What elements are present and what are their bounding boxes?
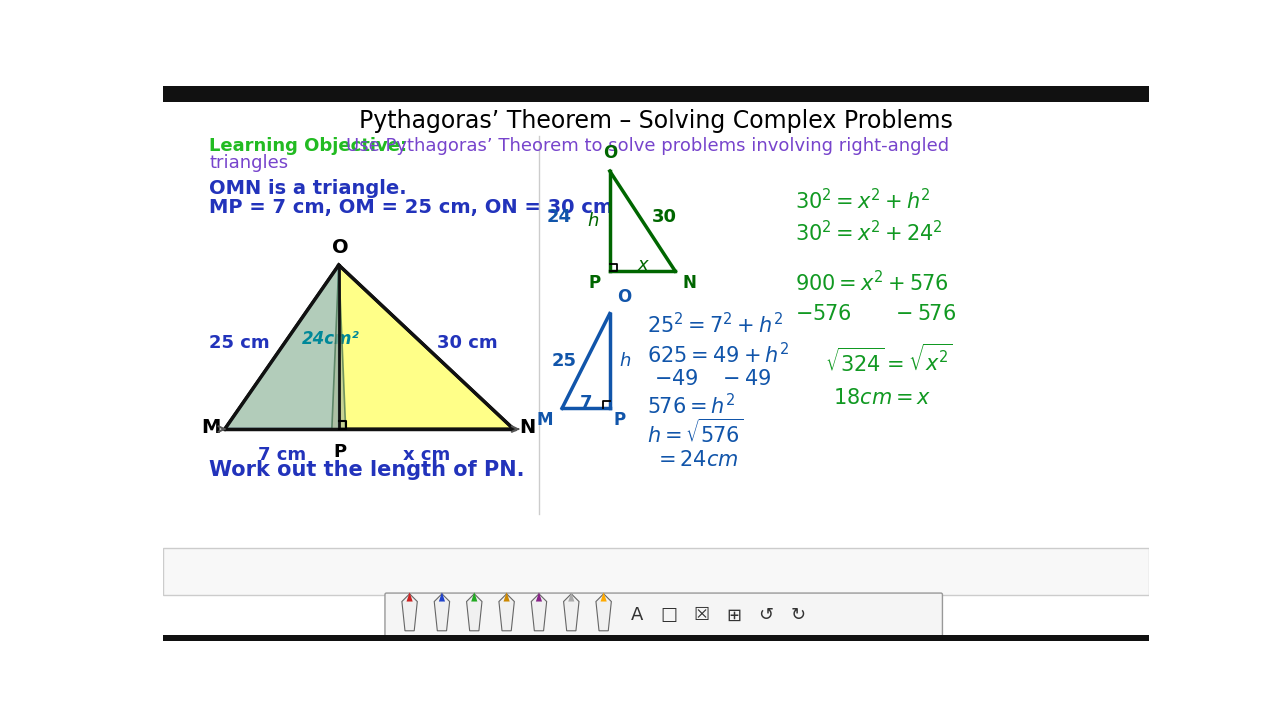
Text: 7: 7 xyxy=(580,395,593,413)
Text: triangles: triangles xyxy=(210,154,288,172)
Text: $h = \sqrt{576}$: $h = \sqrt{576}$ xyxy=(646,419,744,447)
Text: $-49 \quad -49$: $-49 \quad -49$ xyxy=(654,369,772,389)
Text: ↻: ↻ xyxy=(791,606,806,624)
Text: OMN is a triangle.: OMN is a triangle. xyxy=(210,179,407,197)
Polygon shape xyxy=(402,594,417,631)
Text: M: M xyxy=(201,418,220,437)
Text: N: N xyxy=(684,274,696,292)
Text: $30^2 = x^2 + 24^2$: $30^2 = x^2 + 24^2$ xyxy=(795,220,942,246)
Text: M: M xyxy=(536,411,553,429)
FancyBboxPatch shape xyxy=(385,593,942,639)
Polygon shape xyxy=(531,594,547,631)
Polygon shape xyxy=(225,265,513,429)
Polygon shape xyxy=(600,593,607,601)
Polygon shape xyxy=(596,594,612,631)
Text: $900 = x^2 + 576$: $900 = x^2 + 576$ xyxy=(795,270,948,295)
Polygon shape xyxy=(499,594,515,631)
Text: ↺: ↺ xyxy=(759,606,773,624)
Text: h: h xyxy=(588,212,599,230)
Polygon shape xyxy=(332,265,346,429)
Text: Use Pythagoras’ Theorem to solve problems involving right-angled: Use Pythagoras’ Theorem to solve problem… xyxy=(347,138,950,156)
Text: 30 cm: 30 cm xyxy=(436,334,498,352)
Polygon shape xyxy=(568,593,575,601)
Text: $625 = 49 + h^2$: $625 = 49 + h^2$ xyxy=(646,342,788,367)
Text: Learning Objective:: Learning Objective: xyxy=(210,138,407,156)
Text: 30: 30 xyxy=(652,208,677,226)
Text: N: N xyxy=(520,418,535,437)
Text: Pythagoras’ Theorem – Solving Complex Problems: Pythagoras’ Theorem – Solving Complex Pr… xyxy=(360,109,952,133)
Polygon shape xyxy=(503,593,509,601)
Text: $30^2 = x^2 + h^2$: $30^2 = x^2 + h^2$ xyxy=(795,188,931,213)
Text: A: A xyxy=(631,606,643,624)
Text: Work out the length of PN.: Work out the length of PN. xyxy=(210,460,525,480)
Text: x: x xyxy=(637,256,648,274)
Text: P: P xyxy=(589,274,600,292)
Polygon shape xyxy=(407,593,412,601)
Text: 25 cm: 25 cm xyxy=(209,334,270,352)
Text: $576 = h^2$: $576 = h^2$ xyxy=(646,393,736,418)
Text: $25^2 = 7^2 + h^2$: $25^2 = 7^2 + h^2$ xyxy=(646,312,782,338)
Polygon shape xyxy=(471,593,477,601)
Text: x cm: x cm xyxy=(402,446,449,464)
Text: 7 cm: 7 cm xyxy=(257,446,306,464)
Text: ⊞: ⊞ xyxy=(726,606,741,624)
Text: $\sqrt{324} = \sqrt{x^2}$: $\sqrt{324} = \sqrt{x^2}$ xyxy=(826,343,954,376)
Text: h: h xyxy=(620,352,631,370)
Bar xyxy=(164,86,1149,102)
Polygon shape xyxy=(434,594,449,631)
Polygon shape xyxy=(467,594,483,631)
Polygon shape xyxy=(563,594,579,631)
Text: MP = 7 cm, OM = 25 cm, ON = 30 cm: MP = 7 cm, OM = 25 cm, ON = 30 cm xyxy=(210,198,613,217)
Text: ☒: ☒ xyxy=(694,606,709,624)
Text: O: O xyxy=(603,144,617,162)
Text: $18cm = x$: $18cm = x$ xyxy=(833,388,932,408)
Text: mr-mathematics.com: mr-mathematics.com xyxy=(538,560,774,580)
Text: P: P xyxy=(613,411,626,429)
Bar xyxy=(164,549,1149,595)
Text: O: O xyxy=(332,238,348,257)
Polygon shape xyxy=(225,265,339,429)
Text: 24: 24 xyxy=(547,208,571,226)
Text: 24cm²: 24cm² xyxy=(302,330,360,348)
Text: $-576 \qquad -576$: $-576 \qquad -576$ xyxy=(795,304,956,323)
Polygon shape xyxy=(439,593,445,601)
Text: P: P xyxy=(334,443,347,461)
Text: $= 24cm$: $= 24cm$ xyxy=(654,450,739,470)
Text: 25: 25 xyxy=(552,352,577,370)
Text: O: O xyxy=(617,288,632,306)
Text: □: □ xyxy=(660,606,677,624)
Polygon shape xyxy=(536,593,541,601)
Bar xyxy=(164,634,1149,641)
